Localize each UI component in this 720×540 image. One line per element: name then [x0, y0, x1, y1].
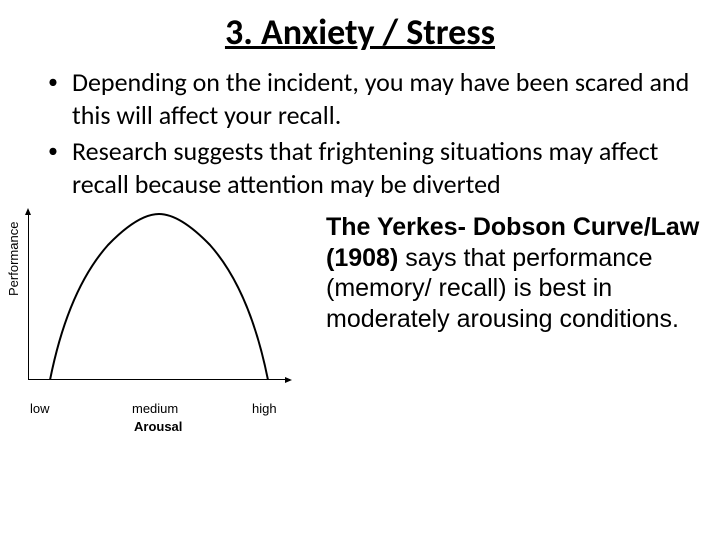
list-item: • Research suggests that frightening sit… [48, 135, 690, 200]
bullet-list: • Depending on the incident, you may hav… [0, 66, 720, 200]
x-tick-medium: medium [132, 401, 178, 416]
bullet-text: Depending on the incident, you may have … [72, 66, 690, 131]
list-item: • Depending on the incident, you may hav… [48, 66, 690, 131]
lower-section: Performance low medium high Arousal The … [0, 206, 720, 436]
y-axis-label: Performance [6, 222, 21, 296]
curve-path [50, 214, 268, 380]
yerkes-dobson-chart: Performance low medium high Arousal [4, 206, 304, 436]
bullet-marker: • [48, 66, 72, 131]
x-tick-high: high [252, 401, 277, 416]
bullet-text: Research suggests that frightening situa… [72, 135, 690, 200]
page-title: 3. Anxiety / Stress [0, 0, 720, 66]
x-axis-label: Arousal [134, 419, 182, 434]
curve-line [28, 210, 290, 380]
chart-caption: The Yerkes- Dobson Curve/Law (1908) says… [304, 206, 700, 436]
x-tick-low: low [30, 401, 50, 416]
bullet-marker: • [48, 135, 72, 200]
plot-area [28, 210, 290, 380]
